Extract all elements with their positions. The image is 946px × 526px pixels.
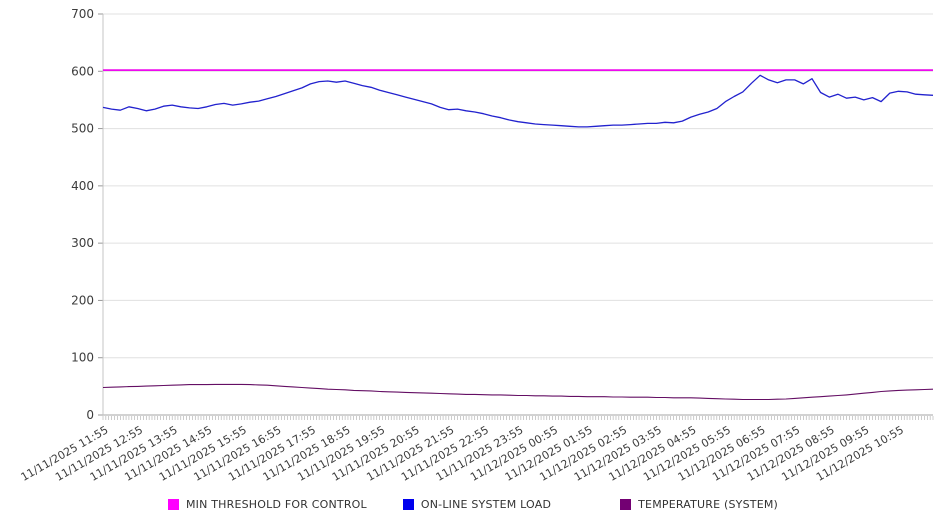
legend-item-temperature[interactable]: TEMPERATURE (SYSTEM) bbox=[620, 498, 778, 511]
min-threshold-swatch-icon bbox=[167, 499, 179, 510]
chart-legend: MIN THRESHOLD FOR CONTROL ON-LINE SYSTEM… bbox=[0, 498, 946, 511]
y-tick-label: 200 bbox=[71, 293, 94, 307]
y-tick-label: 0 bbox=[86, 408, 94, 422]
online-system-load-swatch-icon bbox=[402, 499, 414, 510]
y-tick-label: 400 bbox=[71, 179, 94, 193]
temperature-swatch-icon bbox=[620, 499, 632, 510]
chart-area: 0 100 200 300 400 500 600 700 11/11/2025 11:55 11… bbox=[19, 7, 934, 484]
y-tick-label: 600 bbox=[71, 64, 94, 78]
legend-item-min-threshold[interactable]: MIN THRESHOLD FOR CONTROL bbox=[167, 498, 367, 511]
series-line-1 bbox=[102, 74, 934, 128]
series-line-2 bbox=[102, 383, 934, 401]
y-tick-label: 100 bbox=[71, 351, 94, 365]
legend-label-online-system-load: ON-LINE SYSTEM LOAD bbox=[420, 498, 552, 511]
legend-label-temperature: TEMPERATURE (SYSTEM) bbox=[638, 498, 779, 511]
y-tick-label: 500 bbox=[71, 122, 94, 136]
y-tick-label: 300 bbox=[71, 236, 94, 250]
y-tick-label: 700 bbox=[71, 7, 94, 21]
legend-item-online-system-load[interactable]: ON-LINE SYSTEM LOAD bbox=[402, 498, 552, 511]
legend-label-min-threshold: MIN THRESHOLD FOR CONTROL bbox=[185, 498, 367, 511]
